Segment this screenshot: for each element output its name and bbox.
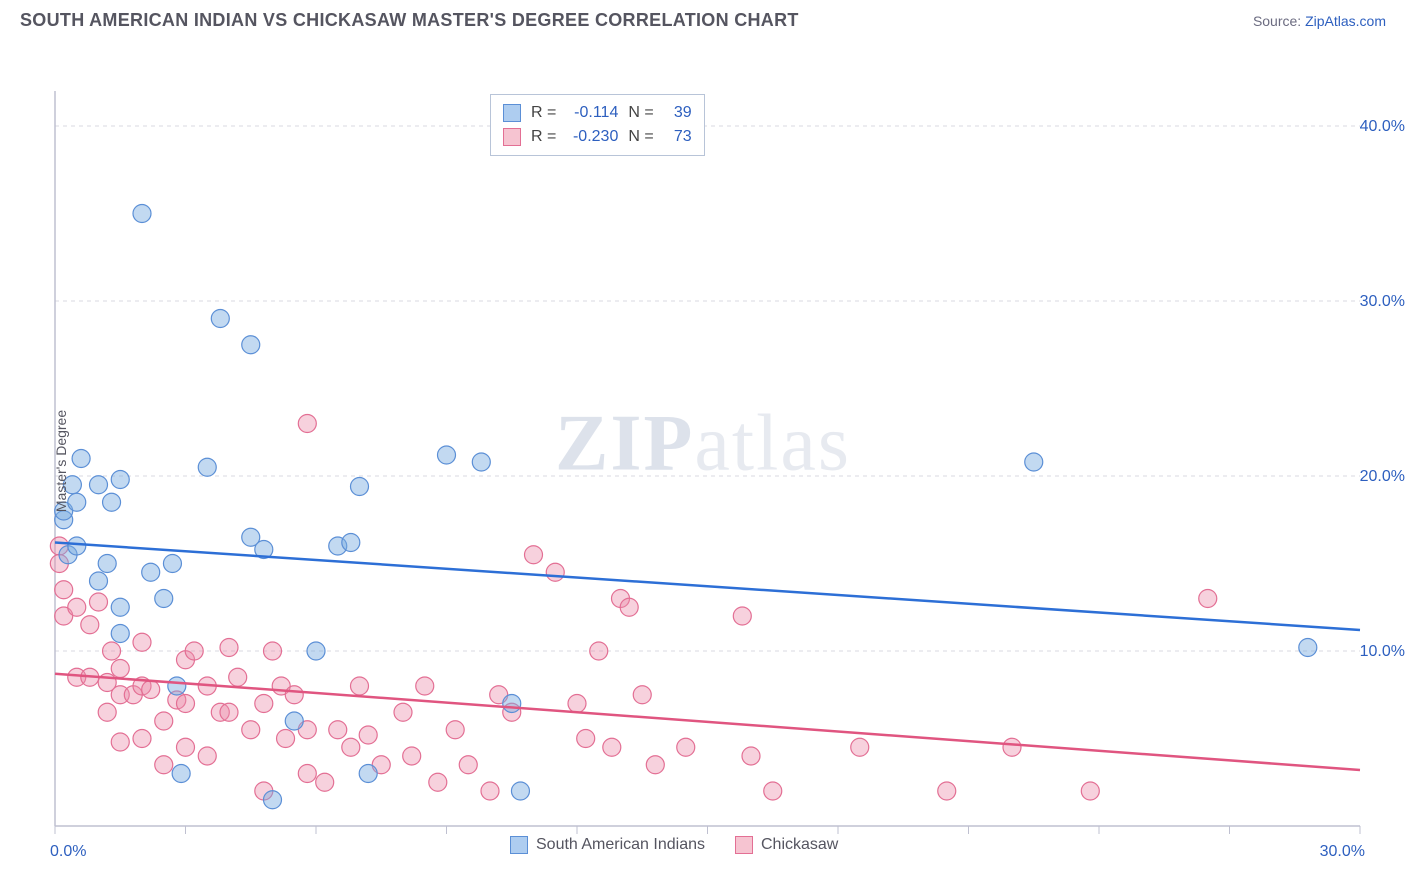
legend-label: Chickasaw	[761, 836, 838, 854]
y-tick-label: 30.0%	[1360, 293, 1405, 310]
n-value: 39	[664, 101, 692, 125]
series-legend: South American Indians Chickasaw	[510, 836, 838, 854]
page-title: SOUTH AMERICAN INDIAN VS CHICKASAW MASTE…	[20, 10, 799, 31]
source-attribution: Source: ZipAtlas.com	[1253, 13, 1386, 29]
legend-swatch	[735, 836, 753, 854]
r-value: -0.230	[566, 125, 618, 149]
series-chickasaw	[50, 415, 1216, 801]
legend-swatch	[510, 836, 528, 854]
y-tick-label: 40.0%	[1360, 118, 1405, 135]
r-label: R =	[531, 125, 556, 149]
y-tick-label: 20.0%	[1360, 468, 1405, 485]
r-label: R =	[531, 101, 556, 125]
correlation-stats-box: R = -0.114 N = 39 R = -0.230 N = 73	[490, 94, 705, 156]
y-tick-label: 10.0%	[1360, 643, 1405, 660]
series-south-american-indians	[55, 205, 1317, 809]
x-tick-label: 0.0%	[50, 843, 86, 860]
source-label: Source:	[1253, 13, 1301, 29]
legend-item: South American Indians	[510, 836, 705, 854]
legend-item: Chickasaw	[735, 836, 838, 854]
stats-row: R = -0.230 N = 73	[503, 125, 692, 149]
n-label: N =	[628, 101, 653, 125]
legend-swatch	[503, 128, 521, 146]
n-value: 73	[664, 125, 692, 149]
legend-label: South American Indians	[536, 836, 705, 854]
chart-svg: 10.0% 20.0% 30.0% 40.0% 0.0% 30.0%	[0, 36, 1406, 886]
x-tick-label: 30.0%	[1320, 843, 1365, 860]
stats-row: R = -0.114 N = 39	[503, 101, 692, 125]
y-axis-label: Master's Degree	[53, 410, 69, 512]
source-link[interactable]: ZipAtlas.com	[1305, 13, 1386, 29]
r-value: -0.114	[566, 101, 618, 125]
n-label: N =	[628, 125, 653, 149]
scatter-chart: Master's Degree ZIPatlas 10.0%20.0%30.0%…	[0, 36, 1406, 886]
trendline	[55, 543, 1360, 631]
legend-swatch	[503, 104, 521, 122]
